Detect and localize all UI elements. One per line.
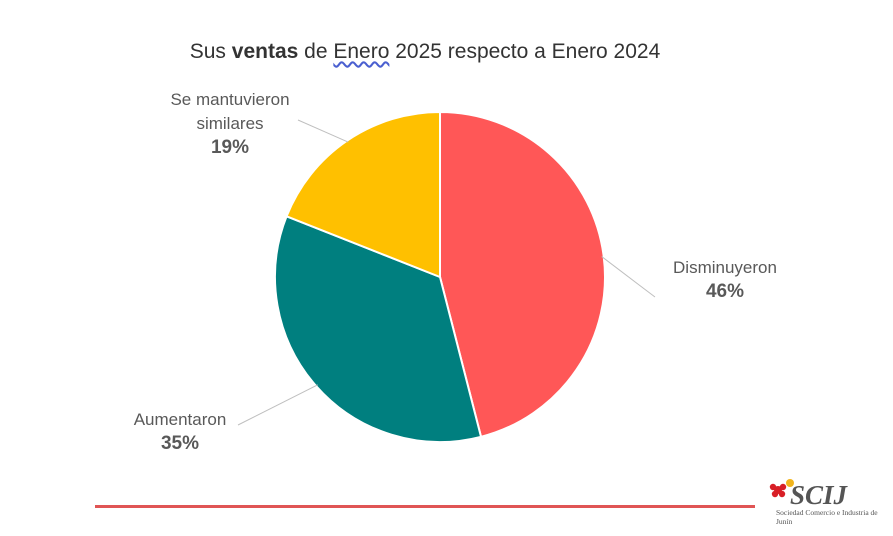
leader-line-disminuyeron	[601, 256, 656, 298]
leader-line-aumentaron	[237, 384, 318, 426]
slice-name-aumentaron: Aumentaron	[133, 410, 227, 429]
title-bold: ventas	[231, 40, 299, 63]
title-part3: 2025 respecto a Enero 2024	[389, 40, 661, 63]
slice-value-aumentaron: 35%	[160, 433, 200, 454]
slice-name-similares: Se mantuvieron similares	[170, 90, 290, 133]
slice-label-disminuyeron: Disminuyeron 46%	[640, 256, 810, 304]
leader-line-se-mantuvieron-similares	[297, 119, 349, 143]
footer-divider	[95, 505, 755, 508]
chart-title: Sus ventas de Enero 2025 respecto a Ener…	[0, 40, 850, 64]
logo-subtitle: Sociedad Comercio e Industria de Junín	[776, 508, 878, 526]
title-part2: de	[298, 40, 334, 63]
pie-slice-aumentaron	[274, 214, 483, 443]
red-yellow-flower-icon	[769, 479, 794, 498]
slice-label-similares: Se mantuvieron similares 19%	[150, 88, 310, 160]
slice-value-similares: 19%	[210, 137, 250, 158]
title-part1: Sus	[189, 40, 232, 63]
title-underlined: Enero	[333, 40, 390, 63]
slice-name-disminuyeron: Disminuyeron	[673, 258, 777, 277]
pie-slice-se-mantuvieron-similares	[285, 110, 441, 279]
slice-value-disminuyeron: 46%	[705, 281, 745, 302]
logo-text: SCIJ	[790, 480, 848, 510]
pie-slice-disminuyeron	[439, 110, 606, 439]
scij-logo: SCIJ Sociedad Comercio e Industria de Ju…	[766, 470, 886, 536]
slice-label-aumentaron: Aumentaron 35%	[110, 408, 250, 456]
